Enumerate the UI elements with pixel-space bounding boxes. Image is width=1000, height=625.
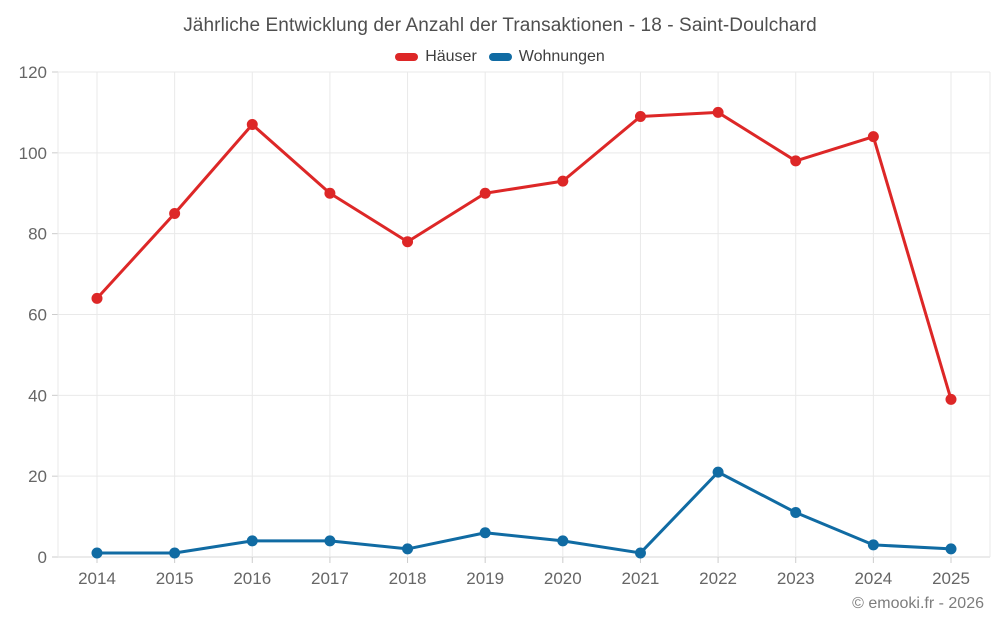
haeuser-series-swatch-icon [395,53,419,61]
x-axis-label: 2023 [777,569,815,588]
series-line-wohnungen [95,470,953,555]
y-axis-label: 20 [28,467,47,486]
data-point-häuser-2025 [945,393,957,405]
x-axis-label: 2019 [466,569,504,588]
chart-title: Jährliche Entwicklung der Anzahl der Tra… [183,15,817,36]
legend-label-wohnungen: Wohnungen [518,48,605,65]
y-axis-label: 120 [19,63,47,82]
x-axis-label: 2015 [156,569,194,588]
legend-label-haeuser: Häuser [425,48,477,65]
data-point-häuser-2015 [169,207,181,219]
data-point-häuser-2021 [634,110,646,122]
copyright-footer: © emooki.fr - 2026 [852,595,984,612]
x-axis-label: 2014 [78,569,116,588]
data-point-häuser-2014 [91,292,103,304]
data-point-wohnungen-2024 [867,539,879,551]
data-point-häuser-2023 [790,155,802,167]
data-point-häuser-2018 [402,236,414,248]
data-point-wohnungen-2019 [479,527,491,539]
data-point-wohnungen-2014 [91,547,103,559]
x-axis-label: 2017 [311,569,349,588]
legend-item-haeuser[interactable]: Häuser [395,48,477,66]
series-line-häuser [95,110,953,401]
data-point-wohnungen-2020 [557,535,569,547]
data-point-häuser-2022 [712,106,724,118]
x-axis-label: 2024 [854,569,892,588]
data-point-häuser-2019 [479,187,491,199]
y-axis-label: 100 [19,144,47,163]
y-axis-label: 80 [28,225,47,244]
data-point-häuser-2016 [246,119,258,131]
x-axis-label: 2020 [544,569,582,588]
data-point-wohnungen-2016 [246,535,258,547]
data-point-wohnungen-2018 [402,543,414,555]
legend-item-wohnungen[interactable]: Wohnungen [488,48,605,66]
data-point-wohnungen-2022 [712,466,724,478]
y-axis-label: 60 [28,306,47,325]
data-point-wohnungen-2023 [790,507,802,519]
x-axis-label: 2021 [622,569,660,588]
data-point-wohnungen-2017 [324,535,336,547]
y-axis-label: 40 [28,386,47,405]
x-axis-label: 2025 [932,569,970,588]
data-point-häuser-2024 [867,131,879,143]
data-point-wohnungen-2021 [634,547,646,559]
data-point-wohnungen-2015 [169,547,181,559]
x-axis-label: 2016 [233,569,271,588]
chart-legend: Häuser Wohnungen [0,48,1000,66]
y-axis-label: 0 [38,548,47,567]
data-point-häuser-2017 [324,187,336,199]
data-point-wohnungen-2025 [945,543,957,555]
x-axis-label: 2022 [699,569,737,588]
x-axis-label: 2018 [389,569,427,588]
wohnungen-series-swatch-icon [488,53,512,61]
data-point-häuser-2020 [557,175,569,187]
